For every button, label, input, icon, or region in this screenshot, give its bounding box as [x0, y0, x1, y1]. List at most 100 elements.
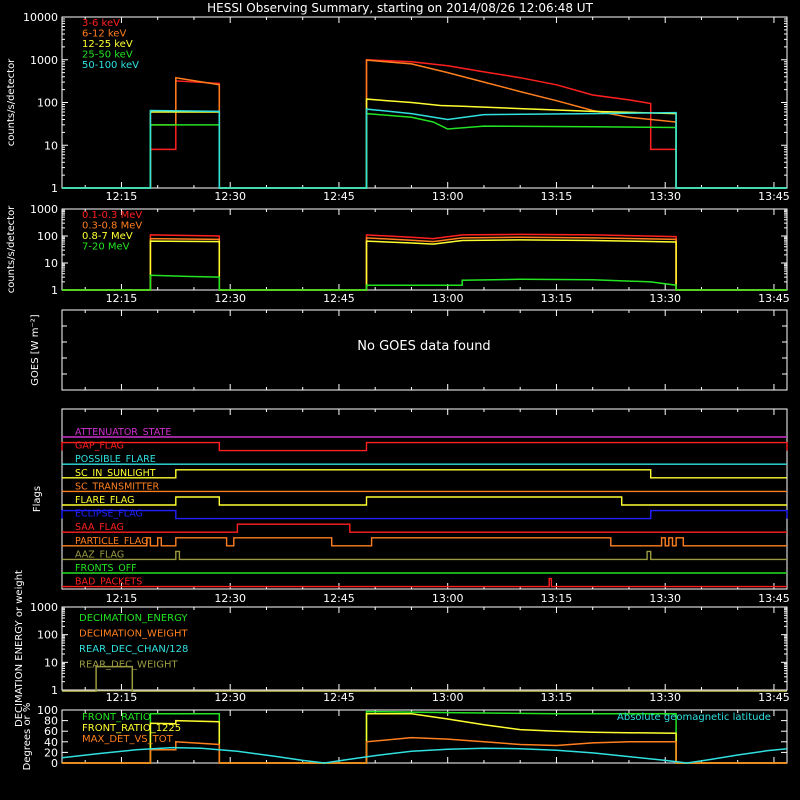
x-tick-label: 13:45 [758, 691, 790, 704]
y-tick-label: 100 [37, 230, 58, 243]
panel-frame [61, 309, 788, 391]
panel-frame [61, 208, 788, 291]
x-tick-label: 13:00 [432, 592, 464, 605]
y-tick-label: 0 [51, 757, 58, 770]
x-tick-label: 12:45 [323, 592, 355, 605]
legend-entry: 25-50 keV [82, 50, 133, 61]
x-tick-label: 13:00 [432, 691, 464, 704]
flag-label: SAA_FLAG [75, 522, 124, 533]
page-title: HESSI Observing Summary, starting on 201… [207, 1, 593, 15]
x-tick-label: 12:15 [106, 292, 138, 305]
legend-entry: 0.3-0.8 MeV [82, 221, 142, 232]
x-tick-label: 12:15 [106, 691, 138, 704]
y-tick-label: 40 [44, 736, 58, 749]
series-line-4 [62, 112, 787, 189]
x-tick-label: 12:30 [214, 292, 246, 305]
y-tick-label: 1 [51, 684, 58, 697]
x-tick-label: 13:00 [432, 190, 464, 203]
flag-line [62, 550, 787, 561]
y-axis-label: counts/s/detector [6, 205, 17, 293]
flag-label: ECLIPSE_FLAG [75, 509, 143, 520]
x-tick-label: 12:30 [214, 592, 246, 605]
x-tick-label: 13:30 [649, 190, 681, 203]
x-tick-label: 13:30 [649, 592, 681, 605]
no-goes-message: No GOES data found [357, 339, 490, 354]
flag-line [62, 469, 787, 479]
legend-entry: REAR_DEC_WEIGHT [79, 660, 178, 671]
legend-entry: 0.1-0.3 MeV [82, 210, 142, 221]
y-tick-label: 20 [44, 746, 58, 759]
flag-label: BAD_PACKETS [75, 577, 142, 588]
y-tick-label: 100 [37, 629, 58, 642]
x-tick-label: 13:45 [758, 190, 790, 203]
y-tick-label: 1000 [30, 203, 58, 216]
legend-entry: 7-20 MeV [82, 242, 130, 253]
series-line-5 [62, 108, 787, 189]
x-tick-label: 13:15 [541, 691, 573, 704]
flag-label: SC_IN_SUNLIGHT [75, 468, 156, 479]
series-line-3 [62, 239, 787, 291]
y-tick-label: 100 [37, 97, 58, 110]
y-tick-label: 1 [51, 182, 58, 195]
x-tick-label: 12:15 [106, 592, 138, 605]
legend-entry: 3-6 keV [82, 18, 120, 29]
legend-entry: FRONT_RATIO [82, 712, 151, 723]
panel-frame [61, 606, 788, 691]
x-tick-label: 13:00 [432, 292, 464, 305]
x-tick-label: 12:30 [214, 691, 246, 704]
series-line-2 [62, 236, 787, 291]
flag-label: AAZ_FLAG [75, 549, 124, 560]
y-axis-label: Flags [32, 486, 43, 512]
legend-entry: 12-25 keV [82, 39, 133, 50]
y-tick-label: 1000 [30, 601, 58, 614]
y-tick-label: 10000 [23, 11, 58, 24]
x-tick-label: 12:45 [323, 292, 355, 305]
y-tick-label: 80 [44, 715, 58, 728]
y-tick-label: 1 [51, 284, 58, 297]
flag-line [62, 577, 787, 588]
x-tick-label: 12:45 [323, 190, 355, 203]
flag-label: SC_TRANSMITTER [75, 481, 160, 492]
series-line-1 [62, 59, 787, 189]
flag-line [62, 523, 787, 533]
series-line-4 [61, 746, 788, 764]
legend-entry: 50-100 keV [82, 60, 139, 71]
y-axis-label: Degrees or % [22, 703, 33, 771]
x-tick-label: 12:30 [214, 190, 246, 203]
panel-frame [61, 408, 788, 590]
flag-line [61, 509, 788, 520]
x-tick-label: 12:15 [106, 190, 138, 203]
legend-entry: REAR_DEC_CHAN/128 [79, 644, 188, 655]
x-tick-label: 13:45 [758, 292, 790, 305]
y-axis-label: counts/s/detector [6, 58, 17, 146]
series-line-2 [62, 712, 787, 764]
y-tick-label: 60 [44, 725, 58, 738]
series-line-1 [62, 233, 787, 291]
x-tick-label: 13:30 [649, 691, 681, 704]
flag-label: POSSIBLE_FLARE [75, 454, 156, 465]
y-tick-label: 10 [44, 257, 58, 270]
y-axis-label: GOES [W m⁻²] [30, 314, 41, 385]
series-line-4 [62, 274, 787, 291]
x-tick-label: 13:45 [758, 592, 790, 605]
y-tick-label: 1000 [30, 54, 58, 67]
flag-label: PARTICLE_FLAG [75, 536, 148, 547]
legend-entry: MAX_DET_VS_TOT [82, 734, 174, 745]
series-line-3 [62, 736, 787, 764]
x-tick-label: 13:15 [541, 292, 573, 305]
panel-frame [61, 709, 788, 764]
flag-label: GAP_FLAG [75, 441, 124, 452]
y-tick-label: 10 [44, 656, 58, 669]
y-tick-label: 10 [44, 139, 58, 152]
geomagnetic-label: Absolute geomagnetic latitude [617, 712, 771, 723]
legend-entry: 0.8-7 MeV [82, 231, 133, 242]
flag-label: ATTENUATOR_STATE [75, 427, 171, 438]
flag-line [62, 496, 787, 506]
legend-entry: DECIMATION_ENERGY [79, 613, 188, 624]
x-tick-label: 13:15 [541, 190, 573, 203]
flag-line [62, 537, 787, 547]
y-tick-label: 100 [37, 704, 58, 717]
legend-entry: FRONT_RATIO_1225 [82, 723, 181, 734]
legend-entry: 6-12 keV [82, 29, 126, 40]
